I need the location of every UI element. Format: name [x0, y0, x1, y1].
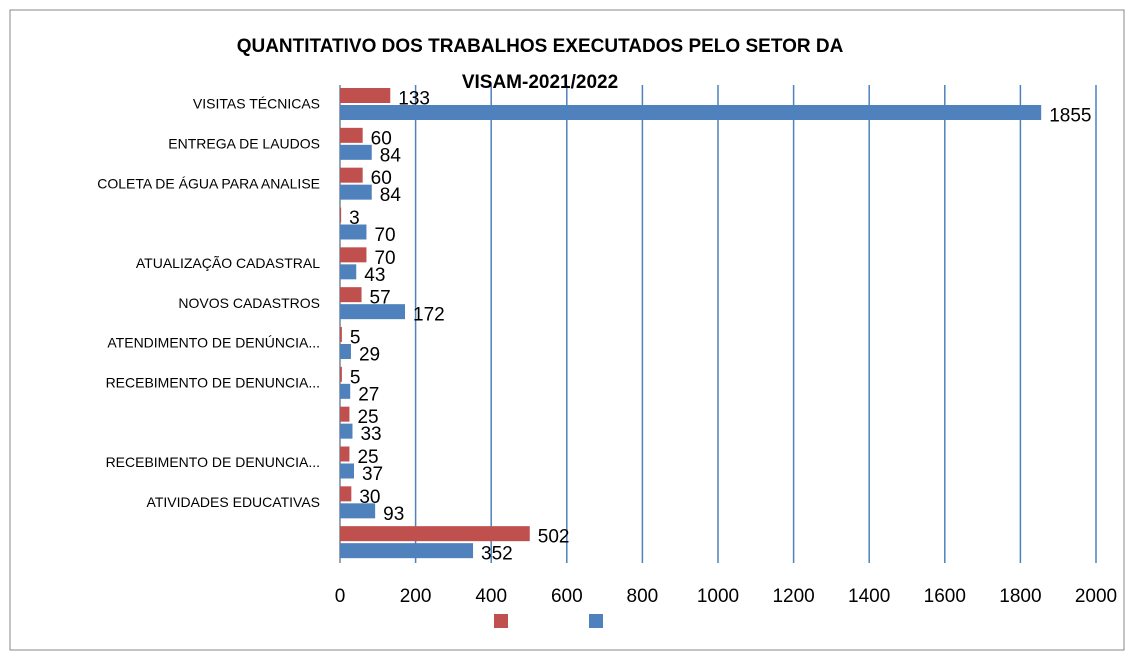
y-tick-label: COLETA DE ÁGUA PARA ANALISE — [97, 175, 320, 191]
y-tick-label: ATIVIDADES EDUCATIVAS — [147, 494, 320, 510]
data-label: 5 — [350, 367, 361, 388]
chart-title: VISAM-2021/2022 — [462, 72, 618, 93]
chart-title: QUANTITATIVO DOS TRABALHOS EXECUTADOS PE… — [237, 36, 844, 57]
y-tick-label: ENTREGA DE LAUDOS — [168, 135, 320, 151]
data-label: 133 — [398, 89, 430, 110]
data-label: 43 — [364, 265, 385, 286]
data-label: 60 — [371, 128, 392, 149]
data-label: 25 — [357, 407, 378, 428]
data-label: 352 — [481, 544, 513, 565]
data-label: 5 — [350, 328, 361, 349]
data-label: 93 — [383, 504, 404, 525]
x-tick-label: 1800 — [999, 586, 1041, 607]
data-label: 3 — [349, 208, 360, 229]
bar — [340, 105, 1042, 120]
data-label: 172 — [413, 305, 445, 326]
bar — [340, 207, 342, 223]
bar — [340, 327, 342, 342]
bar — [340, 184, 372, 200]
bar — [340, 446, 350, 462]
bar — [340, 383, 351, 399]
y-tick-label: RECEBIMENTO DE DENUNCIA... — [106, 454, 320, 470]
y-tick-label: VISITAS TÉCNICAS — [193, 96, 320, 112]
bar — [340, 88, 391, 103]
y-tick-label: ATUALIZAÇÃO CADASTRAL — [136, 255, 320, 271]
x-tick-label: 0 — [335, 586, 346, 607]
y-tick-label: ATENDIMENTO DE DENÚNCIA... — [107, 335, 320, 351]
x-tick-label: 400 — [475, 586, 507, 607]
bar — [340, 366, 342, 382]
bar — [340, 167, 363, 183]
data-label: 33 — [360, 424, 381, 445]
data-label: 37 — [362, 464, 383, 485]
x-tick-label: 1400 — [848, 586, 890, 607]
x-tick-label: 1600 — [924, 586, 966, 607]
data-label: 25 — [357, 447, 378, 468]
bar — [340, 127, 363, 143]
data-label: 27 — [358, 384, 379, 405]
data-label: 84 — [380, 145, 402, 166]
y-tick-label: RECEBIMENTO DE DENUNCIA... — [106, 374, 320, 390]
x-tick-label: 1200 — [772, 586, 814, 607]
bar — [340, 486, 352, 502]
x-tick-label: 200 — [400, 586, 432, 607]
x-tick-label: 2000 — [1075, 586, 1117, 607]
data-label: 29 — [359, 345, 380, 366]
bar — [340, 543, 474, 559]
bar — [340, 423, 353, 439]
bar — [340, 344, 351, 359]
data-label: 70 — [374, 248, 395, 269]
data-label: 1855 — [1049, 106, 1091, 127]
x-tick-label: 800 — [627, 586, 659, 607]
bar — [340, 503, 376, 519]
x-tick-label: 600 — [551, 586, 583, 607]
legend-swatch — [589, 614, 603, 628]
bar — [340, 406, 350, 422]
bar — [340, 247, 367, 263]
bar — [340, 304, 406, 320]
bar — [340, 526, 530, 542]
y-tick-label: NOVOS CADASTROS — [178, 295, 320, 311]
data-label: 70 — [374, 225, 395, 246]
data-label: 60 — [371, 168, 392, 189]
bar — [340, 144, 372, 160]
data-label: 57 — [370, 288, 391, 309]
data-label: 30 — [359, 487, 380, 508]
bar — [340, 264, 357, 280]
bar — [340, 224, 367, 240]
data-label: 84 — [380, 185, 402, 206]
bar — [340, 463, 354, 479]
legend-swatch — [494, 614, 508, 628]
bar — [340, 287, 362, 303]
x-tick-label: 1000 — [697, 586, 739, 607]
data-label: 502 — [538, 527, 570, 548]
